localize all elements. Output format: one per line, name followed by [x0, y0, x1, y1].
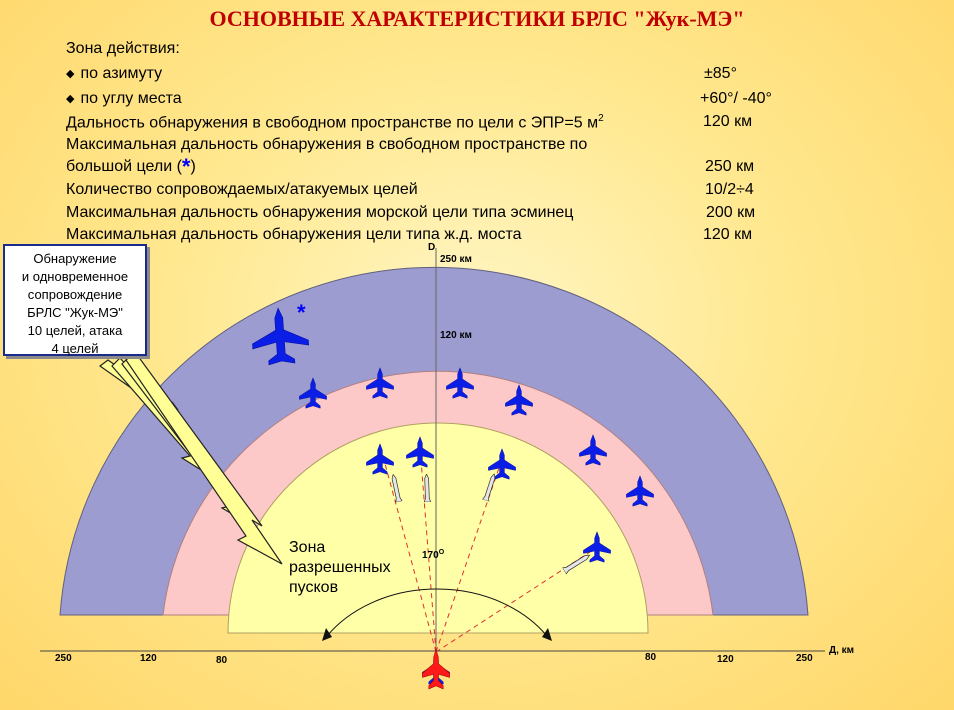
max-large-line2b: ) — [190, 158, 196, 175]
elevation-label: по углу места — [80, 90, 182, 107]
azimuth-value: ±85° — [704, 65, 737, 82]
callout-box: Обнаружение и одновременное сопровождени… — [3, 244, 147, 356]
star-icon: * — [181, 154, 191, 179]
zone-label: Зона действия: — [66, 40, 180, 57]
range-label-250: 250 км — [440, 254, 472, 265]
tracked-label: Количество сопровождаемых/атакуемых целе… — [66, 181, 418, 198]
launch-angle-arc — [326, 588, 548, 637]
x-axis-label: Д, км — [829, 645, 854, 656]
max-large-line2a: большой цели ( — [66, 158, 182, 175]
bullet-icon: ◆ — [66, 93, 75, 105]
max-large-line2: большой цели (*) — [66, 156, 196, 178]
free-space-sup: 2 — [598, 113, 604, 124]
bridge-label: Максимальная дальность обнаружения цели … — [66, 226, 522, 243]
angle-label: 170O — [422, 549, 445, 561]
free-space-value: 120 км — [703, 113, 753, 130]
tracked-value: 10/2÷4 — [705, 181, 754, 198]
x-tick-80-left: 80 — [216, 655, 228, 666]
x-tick-120-right: 120 — [717, 654, 734, 665]
bullet-icon: ◆ — [66, 68, 75, 80]
x-tick-250-left: 250 — [55, 653, 72, 664]
elevation-value: +60°/ -40° — [700, 90, 772, 107]
azimuth-label: по азимуту — [80, 65, 163, 82]
arc-arrow-left — [322, 628, 332, 641]
max-large-line1: Максимальная дальность обнаружения в сво… — [66, 136, 588, 153]
launch-zone-label: Зона разрешенных пусков — [289, 539, 391, 596]
free-space-row: Дальность обнаружения в свободном простр… — [66, 113, 604, 132]
x-tick-250-right: 250 — [796, 653, 813, 664]
arc-arrow-right — [542, 628, 552, 641]
big-target-star-icon: * — [297, 300, 306, 325]
x-tick-80-right: 80 — [645, 652, 657, 663]
bridge-value: 120 км — [703, 226, 753, 243]
x-tick-120-left: 120 — [140, 653, 157, 664]
free-space-label: Дальность обнаружения в свободном простр… — [66, 114, 599, 132]
callout-arrows — [98, 351, 283, 565]
max-large-value: 250 км — [705, 158, 755, 175]
sea-label: Максимальная дальность обнаружения морск… — [66, 204, 574, 221]
azimuth-row: ◆ по азимуту — [66, 65, 162, 83]
sea-value: 200 км — [706, 204, 756, 221]
d-axis-label: D — [428, 242, 435, 253]
page-title: ОСНОВНЫЕ ХАРАКТЕРИСТИКИ БРЛС "Жук-МЭ" — [209, 6, 745, 31]
range-label-120: 120 км — [440, 330, 472, 341]
elevation-row: ◆ по углу места — [66, 90, 182, 108]
own-fighter-overlay — [422, 648, 450, 690]
